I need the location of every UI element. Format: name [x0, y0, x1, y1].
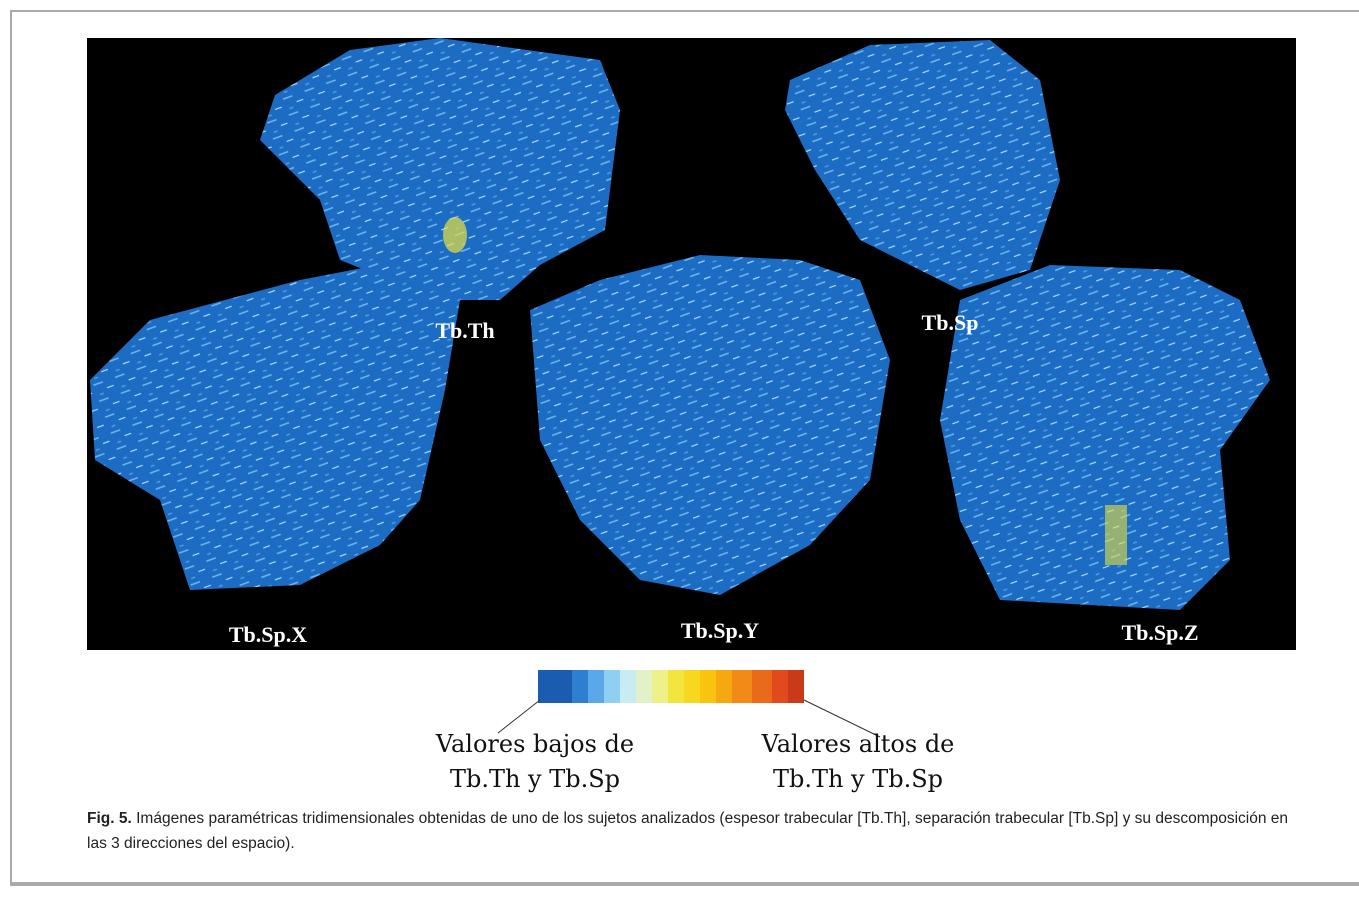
panel-label: Tb.Sp.Z	[1121, 620, 1198, 645]
colorbar-label: Tb.Th y Tb.Sp	[773, 765, 943, 793]
colorbar-label: Valores altos de	[761, 730, 955, 758]
highlight	[443, 217, 467, 253]
colorbar-label: Valores bajos de	[435, 730, 634, 758]
panel-label: Tb.Sp.Y	[681, 618, 759, 643]
figure: Tb.Th Tb.Sp Tb.Sp.X Tb.Sp.Y Tb.Sp.Z Valo…	[0, 0, 1359, 897]
colorbar-label: Tb.Th y Tb.Sp	[450, 765, 620, 793]
highlight	[1105, 505, 1127, 565]
panel-label: Tb.Th	[435, 318, 494, 343]
page: Tb.Th Tb.Sp Tb.Sp.X Tb.Sp.Y Tb.Sp.Z Valo…	[0, 0, 1359, 897]
colorbar	[538, 670, 804, 703]
caption-number: Fig. 5.	[87, 810, 132, 827]
panel-label: Tb.Sp.X	[229, 622, 307, 647]
caption-text: Imágenes paramétricas tridimensionales o…	[87, 810, 1288, 852]
panel-label: Tb.Sp	[922, 310, 979, 335]
caption: Fig. 5. Imágenes paramétricas tridimensi…	[87, 806, 1307, 856]
pointer-line	[498, 700, 540, 733]
